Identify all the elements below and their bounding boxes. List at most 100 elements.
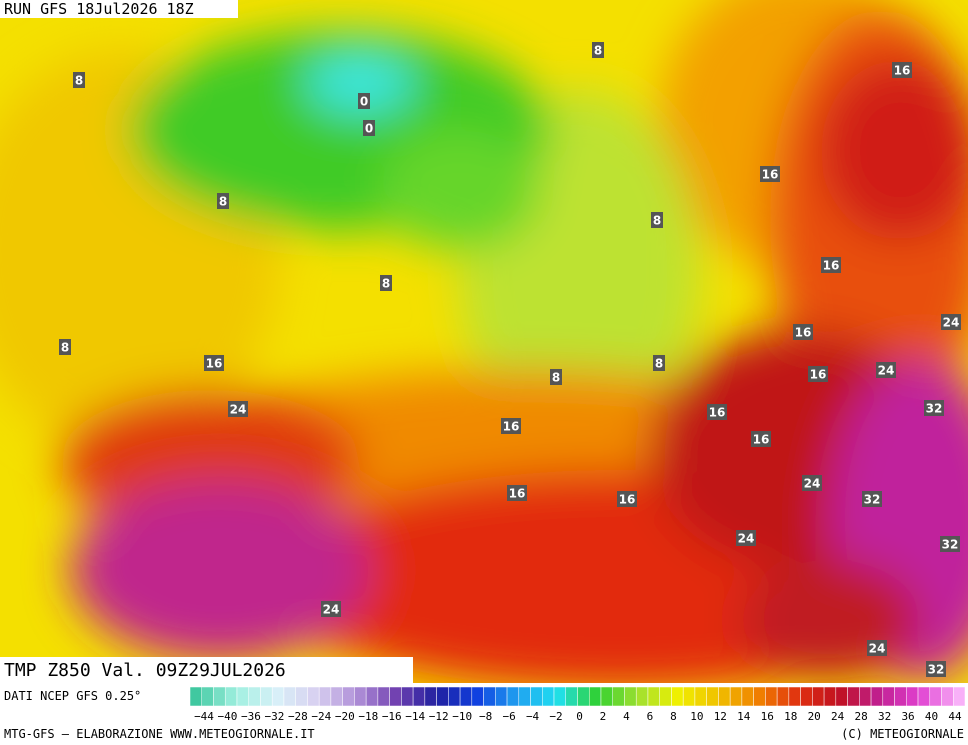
contour-label: 32 [926,402,943,416]
contour-label: 32 [928,663,945,677]
colorbar-cell [800,686,813,707]
colorbar-label: 44 [948,710,962,723]
colorbar-cell [906,686,919,707]
contour-label-box [204,355,224,371]
colorbar-label: 32 [878,710,891,723]
colorbar-label: 28 [855,710,868,723]
contour-label: 16 [823,259,840,273]
contour-label-box [892,62,912,78]
contour-label: 8 [653,214,661,228]
colorbar-cell [201,686,214,707]
contour-label: 16 [762,168,779,182]
colorbar-label: 36 [901,710,914,723]
colorbar-cell [401,686,414,707]
contour-label: 16 [753,433,770,447]
contour-label: 8 [382,277,390,291]
colorbar-cell [307,686,320,707]
contour-label-box [59,339,71,355]
colorbar-cell [812,686,825,707]
colorbar-label: −6 [502,710,515,723]
colorbar-cell [941,686,954,707]
contour-label-box [802,475,822,491]
contour-label-box [940,536,960,552]
header-box [0,0,238,18]
contour-label-box [358,93,370,109]
contour-label-box [707,404,727,420]
contour-label-box [380,275,392,291]
source-label: DATI NCEP GFS 0.25° [4,689,141,703]
colorbar-cell [236,686,249,707]
colorbar-cell [847,686,860,707]
contour-label: 0 [360,95,368,109]
colorbar-label: 10 [690,710,703,723]
colorbar-cell [459,686,473,707]
colorbar-cell [189,686,202,707]
colorbar-cell [835,686,848,707]
contour-label: 16 [894,64,911,78]
contour-label: 24 [804,477,821,491]
colorbar-cell [318,686,332,707]
contour-label: 8 [219,195,227,209]
contour-label-box [941,314,961,330]
colorbar-cell [788,686,801,707]
colorbar-cell [365,686,379,707]
colorbar-cell [659,686,672,707]
contour-label-box [507,485,527,501]
colorbar-label: 40 [925,710,938,723]
colorbar-cell [953,686,966,707]
contour-label-box [550,369,562,385]
colorbar-cell [518,686,531,707]
colorbar-cell [330,686,343,707]
copyright-label: (C) METEOGIORNALE [841,727,964,741]
temperature-field [0,0,968,683]
colorbar-cell [506,686,520,707]
contour-label: 24 [230,403,247,417]
colorbar-label: −10 [452,710,472,723]
colorbar-cell [929,686,942,707]
colorbar-cell [600,686,613,707]
colorbar-label: 12 [714,710,727,723]
colorbar-cell [624,686,637,707]
contour-label: 24 [323,603,340,617]
colorbar-label: −4 [526,710,540,723]
contour-label-box [653,355,665,371]
contour-label-box [617,491,637,507]
contour-label-box [926,661,946,677]
contour-label: 8 [655,357,663,371]
colorbar-cell [612,686,625,707]
colorbar-cell [577,686,590,707]
contour-label: 16 [509,487,526,501]
colorbar-cell [424,686,437,707]
colorbar-label: −14 [405,710,425,723]
contour-label-box [821,257,841,273]
colorbar-cell [894,686,907,707]
run-label: RUN GFS 18Jul2026 18Z [4,0,194,18]
colorbar-cell [870,686,884,707]
contour-label: 8 [61,341,69,355]
colorbar-cell [823,686,837,707]
colorbar-label: −32 [264,710,284,723]
colorbar-cell [741,686,754,707]
colorbar-label: 0 [576,710,583,723]
contour-label: 32 [942,538,959,552]
contour-label-box [73,72,85,88]
contour-label-box [592,42,604,58]
colorbar-cell [765,686,778,707]
colorbar-label: −12 [429,710,449,723]
contour-label-box [751,431,771,447]
contour-label-box [736,530,756,546]
contour-label: 24 [869,642,886,656]
colorbar-label: −20 [335,710,355,723]
contour-label-box [501,418,521,434]
contour-label: 16 [810,368,827,382]
colorbar-cell [495,686,508,707]
colorbar-cell [389,686,402,707]
colorbar-cell [718,686,731,707]
colorbar-cell [448,686,461,707]
contour-label-box [924,400,944,416]
contour-label-box [862,491,882,507]
colorbar-cell [588,686,602,707]
colorbar-label: −16 [382,710,402,723]
colorbar-cell [436,686,449,707]
